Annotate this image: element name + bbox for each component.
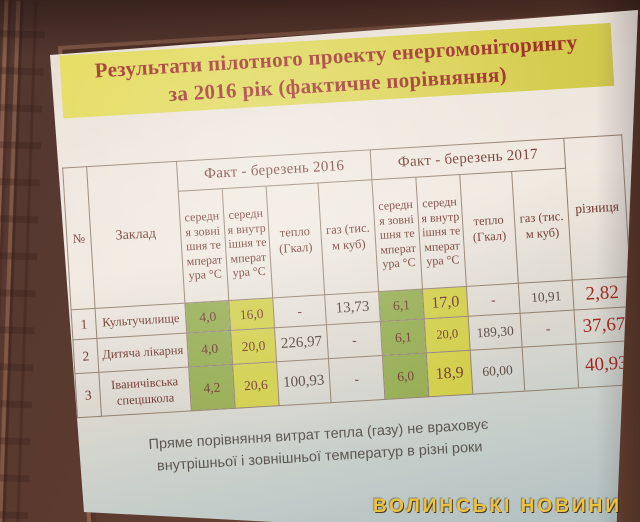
cell-outdoor-temp-2017: 6,0 [382, 352, 429, 400]
cell-indoor-temp-2016: 16,0 [228, 297, 275, 331]
cell-heat-2017: - [466, 283, 521, 317]
cell-number: 2 [72, 338, 99, 374]
slide-footnote: Пряме порівняння витрат тепла (газу) не … [148, 416, 489, 475]
header-heat-2017: тепло (Гкал) [459, 171, 519, 287]
cell-indoor-temp-2016: 20,0 [230, 327, 277, 365]
header-avg-indoor-temp-2017: середня внутрішня температура °С [415, 174, 467, 289]
cell-outdoor-temp-2017: 6,1 [378, 288, 425, 322]
cell-heat-2017: 189,30 [468, 313, 523, 351]
cell-gas-2017: 10,91 [518, 280, 575, 314]
cell-indoor-temp-2017: 17,0 [422, 286, 469, 319]
cell-gas-2016: 13,73 [324, 291, 381, 325]
cell-heat-2016: 100,93 [276, 358, 332, 406]
cell-outdoor-temp-2016: 4,2 [188, 364, 236, 411]
header-difference: різниця [563, 134, 631, 281]
cell-number: 1 [71, 308, 97, 340]
cell-indoor-temp-2017: 18,9 [426, 350, 473, 397]
cell-gas-2017: - [520, 310, 577, 348]
slide-title-banner: Результати пілотного проекту енергомоніт… [59, 22, 615, 119]
header-gas-2017: газ (тис. м куб) [511, 168, 573, 284]
cell-institution: Дитяча лікарня [96, 333, 189, 373]
cell-indoor-temp-2017: 20,0 [424, 316, 471, 353]
cell-gas-2016: - [328, 355, 386, 403]
wall-molding-left [0, 0, 46, 522]
cell-institution: Іваничівська спецшкола [98, 366, 192, 417]
header-avg-outdoor-temp-2017: середня зовнішня температура °С [371, 177, 423, 292]
cell-outdoor-temp-2016: 4,0 [186, 330, 233, 367]
cell-indoor-temp-2016: 20,6 [232, 361, 280, 409]
header-avg-outdoor-temp-2016: середня зовнішня температура °С [178, 188, 229, 304]
cell-number: 3 [74, 372, 102, 418]
header-avg-indoor-temp-2016: середня внутрішня температура °С [222, 186, 273, 301]
results-table: № Заклад Факт - березень 2016 Факт - бер… [62, 134, 637, 418]
cell-gas-2017 [522, 343, 579, 392]
cell-outdoor-temp-2016: 4,0 [184, 300, 231, 334]
header-institution: Заклад [86, 161, 185, 309]
cell-outdoor-temp-2017: 6,1 [380, 318, 427, 356]
cell-heat-2016: - [272, 294, 327, 328]
cell-difference: 2,82 [572, 276, 632, 311]
header-gas-2016: газ (тис. м куб) [318, 179, 379, 295]
cell-heat-2017: 60,00 [470, 347, 525, 395]
watermark-volynski-novyny: ВОЛИНСЬКІ НОВИНИ [372, 496, 622, 517]
header-heat-2016: тепло (Гкал) [266, 182, 325, 298]
cell-gas-2016: - [326, 321, 383, 359]
cell-heat-2016: 226,97 [274, 324, 329, 362]
